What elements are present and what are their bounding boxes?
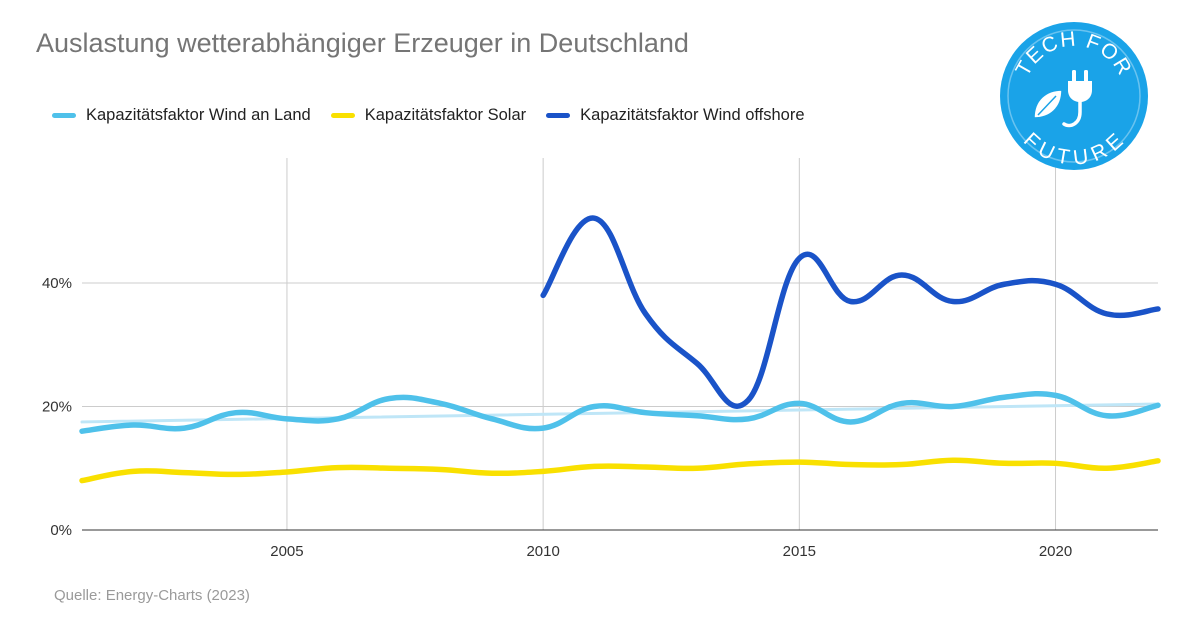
tech-for-future-logo: TECH FOR FUTURE: [1000, 22, 1148, 170]
trendline-wind-land: [80, 402, 1160, 424]
legend-label-wind-land: Kapazitätsfaktor Wind an Land: [86, 106, 311, 124]
y-tick-label: 20%: [42, 399, 72, 416]
legend-item-solar: Kapazitätsfaktor Solar: [330, 106, 527, 125]
legend-label-wind-offshore: Kapazitätsfaktor Wind offshore: [580, 106, 805, 124]
legend-swatch-wind-land: [52, 113, 76, 118]
series-line-solar: [79, 457, 1161, 484]
series-line-wind-land: [79, 391, 1161, 434]
y-tick-label: 40%: [42, 275, 72, 292]
source-note: Quelle: Energy-Charts (2023): [54, 587, 250, 604]
x-tick-label: 2020: [1039, 543, 1072, 560]
legend-swatch-solar: [330, 113, 355, 118]
chart-legend: Kapazitätsfaktor Wind an Land Kapazitäts…: [52, 106, 805, 125]
x-tick-label: 2015: [783, 543, 816, 560]
legend-swatch-wind-offshore: [546, 113, 571, 118]
legend-item-wind-offshore: Kapazitätsfaktor Wind offshore: [546, 106, 805, 125]
leaf-icon: [1033, 89, 1063, 119]
plug-leaf-icon: [1033, 70, 1092, 128]
chart-title: Auslastung wetterabhängiger Erzeuger in …: [36, 28, 689, 58]
x-tick-label: 2005: [270, 543, 303, 560]
y-tick-label: 0%: [50, 522, 72, 539]
logo-ring: [1007, 29, 1141, 163]
legend-item-wind-land: Kapazitätsfaktor Wind an Land: [52, 106, 311, 125]
series-line-wind-offshore: [540, 215, 1161, 409]
plug-icon: [1062, 70, 1092, 128]
legend-label-solar: Kapazitätsfaktor Solar: [364, 106, 527, 124]
x-tick-label: 2010: [526, 543, 559, 560]
